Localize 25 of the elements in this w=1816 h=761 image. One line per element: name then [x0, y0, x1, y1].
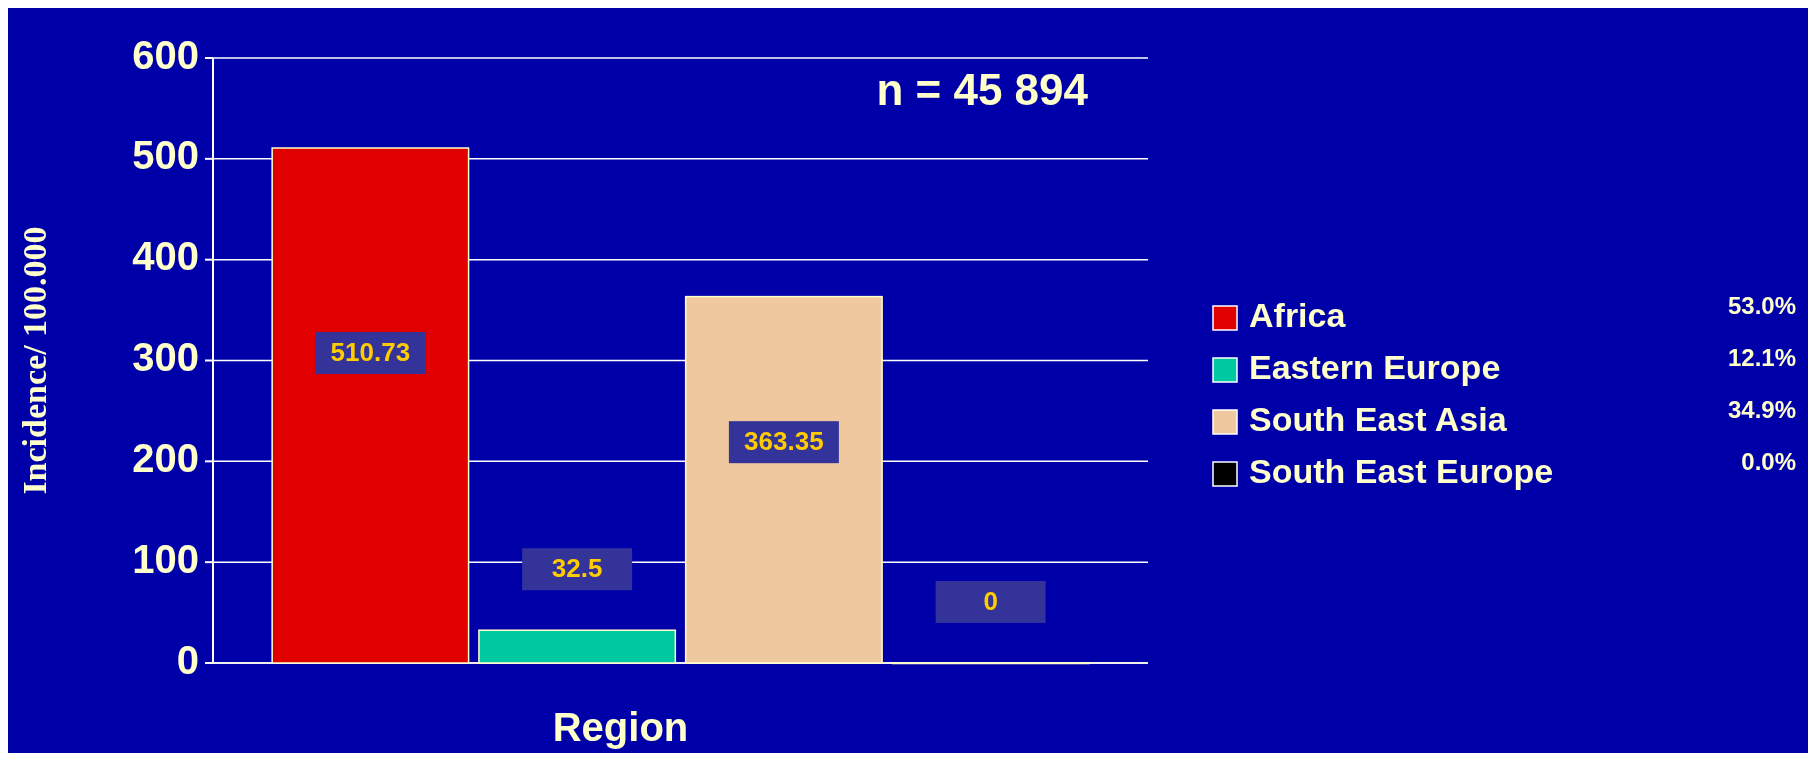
- text: 12.1%: [1727, 344, 1796, 372]
- legend-label: South East Asia: [1249, 399, 1508, 438]
- data-label: 0: [983, 585, 998, 616]
- legend-label: Eastern Europe: [1249, 347, 1501, 386]
- bar: [684, 295, 883, 664]
- legend-label: South East Europe: [1249, 451, 1554, 490]
- y-tick-label: 0: [176, 637, 199, 682]
- y-tick-label: 300: [132, 335, 199, 380]
- y-tick-label: 500: [132, 133, 199, 178]
- y-tick-label: 100: [132, 536, 199, 581]
- text: 34.9%: [1727, 396, 1796, 424]
- text: 0.0%: [1741, 448, 1796, 476]
- y-axis-title: Incidence/ 100.000: [16, 226, 53, 495]
- data-label: 510.73: [330, 336, 411, 367]
- text: 53.0%: [1727, 292, 1796, 320]
- bar: [271, 147, 470, 664]
- bar: [478, 629, 677, 664]
- data-label: 32.5: [551, 553, 603, 584]
- legend-label: Africa: [1249, 295, 1347, 334]
- data-label: 363.35: [744, 426, 824, 457]
- y-tick-label: 400: [132, 234, 199, 279]
- y-tick-label: 200: [132, 435, 199, 480]
- annotation: n = 45 894: [876, 64, 1089, 114]
- y-tick-label: 600: [132, 32, 199, 77]
- x-axis-title: Region: [552, 705, 689, 749]
